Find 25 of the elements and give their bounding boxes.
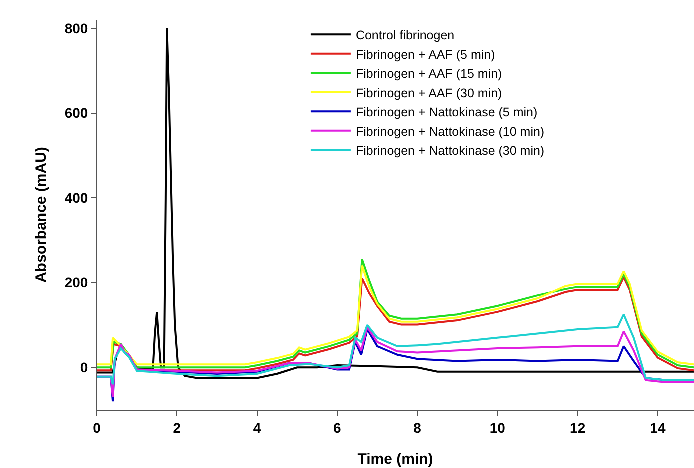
- y-axis-title: Absorbance (mAU): [33, 147, 50, 283]
- legend-label: Fibrinogen + AAF (30 min): [356, 86, 502, 100]
- y-tick-label: 200: [64, 274, 88, 291]
- x-tick-label: 0: [93, 420, 102, 436]
- x-tick-label: 10: [490, 420, 506, 436]
- x-tick-label: 14: [650, 420, 666, 436]
- x-tick-label: 6: [334, 420, 342, 436]
- y-tick-label: 400: [64, 190, 88, 206]
- legend-label: Fibrinogen + AAF (5 min): [356, 48, 496, 62]
- legend-label: Fibrinogen + Nattokinase (5 min): [356, 106, 538, 120]
- y-tick-label: 800: [64, 20, 88, 36]
- line-series: [97, 27, 694, 380]
- x-axis-title: Time (min): [358, 450, 434, 468]
- y-tick-label: 0: [80, 360, 88, 376]
- line-series: [97, 276, 694, 372]
- legend-label: Fibrinogen + Nattokinase (10 min): [356, 124, 545, 139]
- legend-label: Control fibrinogen: [356, 28, 455, 42]
- x-tick-label: 4: [253, 420, 262, 436]
- x-tick-label: 12: [570, 420, 586, 436]
- line-series: [97, 314, 694, 386]
- legend-label: Fibrinogen + AAF (15 min): [356, 67, 502, 81]
- x-tick-label: 8: [414, 420, 422, 436]
- x-tick-label: 2: [173, 420, 182, 436]
- y-tick-label: 600: [64, 105, 88, 122]
- legend-label: Fibrinogen + Nattokinase (30 min): [356, 144, 545, 158]
